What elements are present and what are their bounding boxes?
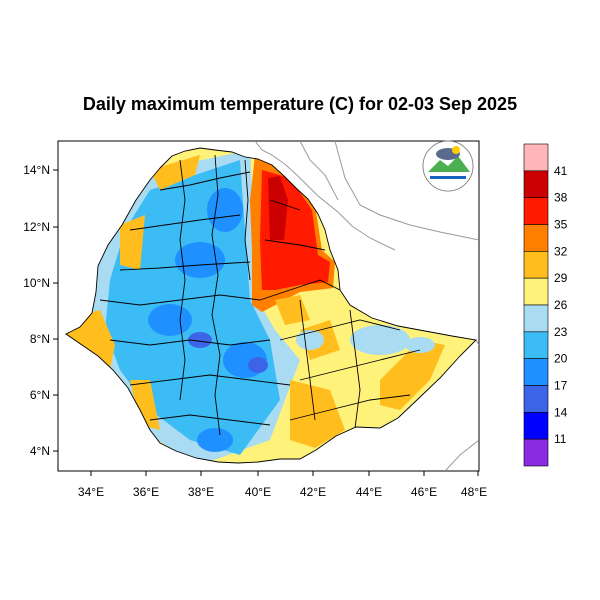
colorbar-label: 41 bbox=[554, 164, 568, 178]
lat-tick-6: 6°N bbox=[30, 388, 50, 402]
colorbar-swatch bbox=[523, 251, 549, 279]
colorbar-swatch bbox=[523, 331, 549, 359]
lat-tick-4: 4°N bbox=[30, 444, 50, 458]
colorbar-label: 29 bbox=[554, 271, 568, 285]
colorbar-swatch bbox=[523, 143, 549, 172]
map-title: Daily maximum temperature (C) for 02-03 … bbox=[82, 94, 518, 114]
colorbar-swatch bbox=[523, 385, 549, 413]
lon-tick-40: 40°E bbox=[245, 485, 271, 499]
lon-tick-34: 34°E bbox=[78, 485, 104, 499]
colorbar: 41 38 35 32 29 26 23 20 17 14 11 bbox=[523, 143, 568, 467]
colorbar-swatch bbox=[523, 304, 549, 333]
lon-tick-36: 36°E bbox=[133, 485, 159, 499]
colorbar-label: 23 bbox=[554, 325, 568, 339]
lon-tick-42: 42°E bbox=[300, 485, 326, 499]
lon-tick-46: 46°E bbox=[411, 485, 437, 499]
colorbar-swatch bbox=[523, 277, 549, 306]
colorbar-swatch bbox=[523, 170, 549, 198]
lat-tick-14: 14°N bbox=[23, 163, 50, 177]
colorbar-swatch bbox=[523, 197, 549, 225]
colorbar-label: 20 bbox=[554, 352, 568, 366]
lat-tick-labels: 14°N 12°N 10°N 8°N 6°N 4°N bbox=[23, 163, 50, 458]
lon-tick-48: 48°E bbox=[461, 485, 487, 499]
colorbar-swatch bbox=[523, 224, 549, 252]
lat-tick-8: 8°N bbox=[30, 332, 50, 346]
lon-tick-38: 38°E bbox=[188, 485, 214, 499]
colorbar-label: 38 bbox=[554, 191, 568, 205]
colorbar-label: 26 bbox=[554, 298, 568, 312]
ethiopian-meteorology-institute-logo bbox=[422, 140, 474, 192]
colorbar-label: 17 bbox=[554, 379, 568, 393]
lat-tick-12: 12°N bbox=[23, 220, 50, 234]
colorbar-swatch bbox=[523, 438, 549, 467]
colorbar-label: 14 bbox=[554, 405, 568, 419]
lon-tick-44: 44°E bbox=[356, 485, 382, 499]
colorbar-label: 32 bbox=[554, 244, 568, 258]
admin-borders bbox=[65, 147, 477, 464]
colorbar-label: 35 bbox=[554, 218, 568, 232]
neighbor-borders bbox=[254, 141, 479, 471]
lat-tick-10: 10°N bbox=[23, 276, 50, 290]
colorbar-swatch bbox=[523, 412, 549, 440]
lon-tick-labels: 34°E 36°E 38°E 40°E 42°E 44°E 46°E 48°E bbox=[78, 485, 487, 499]
axis-ticks bbox=[53, 169, 479, 476]
colorbar-label: 11 bbox=[554, 432, 567, 446]
colorbar-swatch bbox=[523, 358, 549, 386]
